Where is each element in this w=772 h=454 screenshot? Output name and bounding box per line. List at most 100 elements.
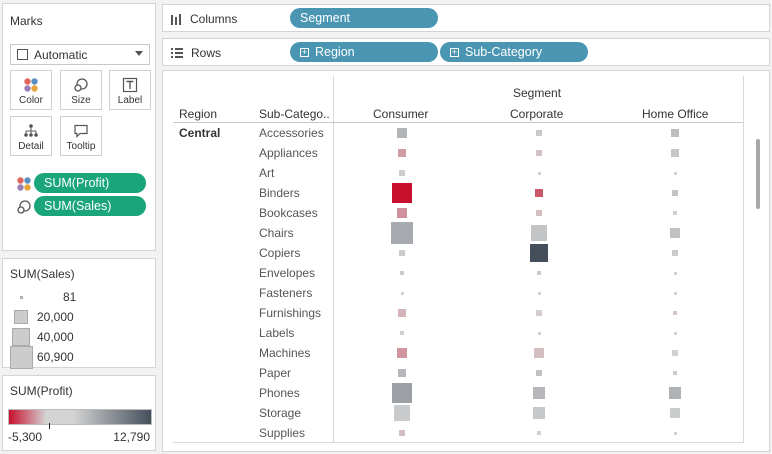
mark-square[interactable]: [672, 350, 678, 356]
size-legend-label: 81: [63, 290, 77, 304]
mark-type-value: Automatic: [34, 47, 88, 62]
region-value: Central: [179, 126, 221, 140]
mark-square[interactable]: [670, 128, 680, 138]
mark-square[interactable]: [669, 387, 681, 399]
region-header[interactable]: Region: [179, 107, 218, 121]
vertical-scrollbar[interactable]: [756, 139, 760, 209]
mark-square[interactable]: [398, 369, 406, 377]
mark-square[interactable]: [535, 129, 543, 137]
mark-square[interactable]: [672, 370, 678, 376]
profit-pill[interactable]: SUM(Profit): [34, 173, 146, 193]
region-pill[interactable]: + Region: [290, 42, 438, 62]
segment-header: Segment: [513, 86, 562, 100]
mark-square[interactable]: [673, 291, 677, 295]
mark-square[interactable]: [673, 171, 677, 175]
label-button[interactable]: Label: [109, 70, 151, 110]
color-label: Color: [19, 95, 43, 106]
subcategory-label: Furnishings: [259, 306, 322, 320]
segment-col-consumer[interactable]: Consumer: [373, 107, 429, 121]
viz-view: Segment Region Sub-Catego.. Consumer Cor…: [162, 70, 770, 452]
rows-icon: [171, 48, 183, 58]
subcategory-pill[interactable]: + Sub-Category: [440, 42, 588, 62]
chevron-down-icon: [135, 51, 143, 56]
mark-square[interactable]: [400, 331, 404, 335]
detail-button[interactable]: Detail: [10, 116, 52, 156]
mark-square[interactable]: [532, 386, 546, 400]
label-label: Label: [117, 95, 143, 106]
mark-square[interactable]: [396, 207, 408, 219]
subcategory-label: Machines: [259, 346, 311, 360]
mark-square[interactable]: [669, 227, 681, 239]
mark-square[interactable]: [670, 408, 680, 418]
segment-col-corporate[interactable]: Corporate: [510, 107, 564, 121]
subcategory-label: Paper: [259, 366, 292, 380]
mark-square[interactable]: [672, 310, 678, 316]
mark-square[interactable]: [537, 291, 541, 295]
columns-shelf[interactable]: Columns Segment: [162, 4, 770, 32]
mark-type-dropdown[interactable]: Automatic: [10, 44, 150, 65]
mark-square[interactable]: [392, 183, 412, 203]
mark-square[interactable]: [530, 224, 548, 242]
mark-square[interactable]: [533, 407, 545, 419]
mark-square[interactable]: [536, 430, 542, 436]
subcategory-label: Bookcases: [259, 206, 318, 220]
mark-square[interactable]: [673, 431, 677, 435]
mark-square[interactable]: [534, 348, 544, 358]
subcategory-label: Envelopes: [259, 266, 316, 280]
mark-square[interactable]: [397, 148, 407, 158]
tooltip-button[interactable]: Tooltip: [60, 116, 102, 156]
text-label-icon: [122, 77, 138, 93]
mark-square[interactable]: [399, 270, 405, 276]
mark-square[interactable]: [535, 209, 543, 217]
size-legend-title: SUM(Sales): [10, 267, 75, 281]
color-button[interactable]: Color: [10, 70, 52, 110]
mark-square[interactable]: [672, 250, 678, 256]
marks-card: Marks Automatic Color Size Label Detail: [2, 3, 156, 251]
mark-square[interactable]: [673, 331, 677, 335]
subcategory-label: Accessories: [259, 126, 324, 140]
color-legend-min: -5,300: [8, 430, 43, 444]
mark-square[interactable]: [673, 271, 677, 275]
sales-pill[interactable]: SUM(Sales): [34, 196, 146, 216]
mark-square[interactable]: [396, 347, 408, 359]
mark-square[interactable]: [537, 331, 541, 335]
color-icon: [24, 78, 38, 92]
subcategory-label: Phones: [259, 386, 300, 400]
mark-square[interactable]: [534, 188, 544, 198]
mark-square[interactable]: [536, 370, 542, 376]
mark-square[interactable]: [400, 291, 404, 295]
mark-square[interactable]: [390, 221, 414, 245]
mark-square[interactable]: [535, 309, 542, 316]
size-label: Size: [71, 95, 91, 106]
right-rule: [743, 76, 744, 443]
segment-pill[interactable]: Segment: [290, 8, 438, 28]
segment-col-home-office[interactable]: Home Office: [642, 107, 709, 121]
mark-square[interactable]: [399, 170, 405, 176]
subcategory-label: Art: [259, 166, 275, 180]
mark-square[interactable]: [398, 249, 406, 257]
mark-square[interactable]: [537, 171, 541, 175]
subcategory-header[interactable]: Sub-Catego..: [259, 107, 330, 121]
mark-square[interactable]: [671, 149, 679, 157]
mark-square[interactable]: [536, 270, 542, 276]
size-button[interactable]: Size: [60, 70, 102, 110]
rows-shelf-label: Rows: [171, 46, 221, 60]
mark-square[interactable]: [394, 405, 410, 421]
mark-square[interactable]: [398, 429, 405, 436]
size-legend-label: 40,000: [37, 330, 74, 344]
mark-square[interactable]: [536, 150, 542, 156]
color-legend-title: SUM(Profit): [10, 384, 73, 398]
mark-square[interactable]: [530, 244, 548, 262]
subcategory-label: Supplies: [259, 426, 306, 440]
rows-shelf[interactable]: Rows + Region + Sub-Category: [162, 38, 770, 66]
size-legend-label: 20,000: [37, 310, 74, 324]
detail-label: Detail: [18, 141, 44, 152]
mark-square[interactable]: [397, 308, 407, 318]
mark-square[interactable]: [391, 382, 413, 404]
columns-shelf-label: Columns: [171, 12, 237, 26]
region-pill-label: Region: [315, 45, 355, 59]
mark-square[interactable]: [671, 189, 679, 197]
mark-square[interactable]: [396, 127, 408, 139]
mark-square[interactable]: [672, 210, 678, 216]
color-icon: [17, 177, 31, 191]
